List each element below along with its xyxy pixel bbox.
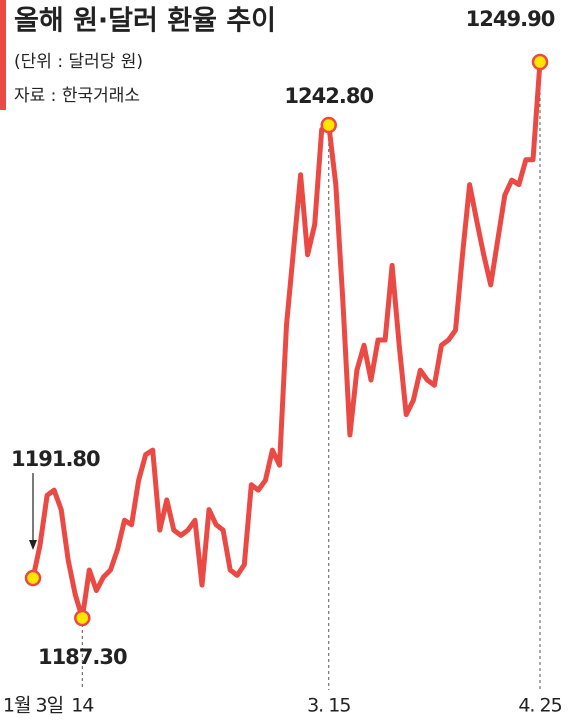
value-label: 1187.30 — [38, 645, 127, 669]
chart-subtitle: (단위 : 달러당 원) — [14, 52, 143, 72]
point-marker — [24, 569, 42, 587]
chart-source: 자료 : 한국거래소 — [14, 86, 140, 106]
x-tick-label: 14 — [71, 695, 94, 717]
point-marker — [531, 53, 549, 71]
x-tick-label: 3. 15 — [307, 695, 350, 717]
accent-bar — [0, 0, 6, 110]
value-label: 1242.80 — [284, 84, 373, 108]
value-label: 1249.90 — [466, 7, 555, 31]
x-tick-label: 4. 25 — [518, 695, 561, 717]
chart-title: 올해 원·달러 환율 추이 — [14, 6, 276, 37]
data-line — [30, 61, 543, 621]
arrow-head — [29, 540, 37, 551]
value-label: 1191.80 — [11, 447, 100, 471]
x-tick-label: 1월 3일 — [3, 695, 63, 717]
point-marker — [74, 609, 91, 627]
point-marker — [320, 116, 337, 134]
